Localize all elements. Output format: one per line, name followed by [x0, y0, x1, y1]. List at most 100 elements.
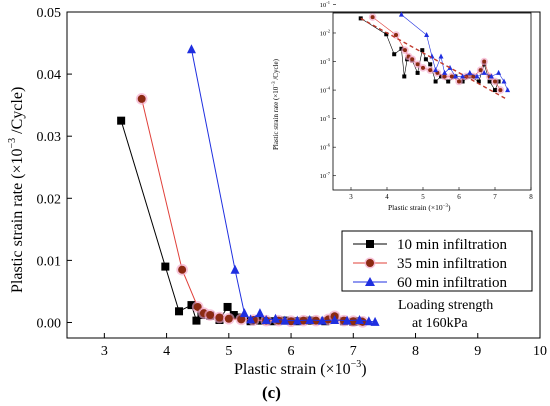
data-point-60min: [442, 69, 448, 75]
data-point-10min: [384, 32, 389, 37]
inset-series-layer: [358, 11, 511, 100]
y-tick-label: 0.01: [37, 254, 62, 269]
inset-x-tick-label: 7: [493, 193, 497, 201]
data-point-35min: [206, 311, 215, 320]
data-point-60min: [186, 44, 196, 54]
data-point-60min: [230, 264, 240, 274]
data-point-60min: [433, 67, 439, 73]
data-point-10min: [117, 116, 126, 125]
data-point-35min: [137, 94, 146, 103]
data-point-10min: [402, 74, 407, 79]
plot-frame: [66, 11, 541, 339]
data-point-60min: [398, 11, 404, 17]
data-point-10min: [392, 52, 397, 57]
x-axis-title: Plastic strain (×10−3): [234, 359, 367, 378]
data-point-60min: [424, 31, 430, 37]
legend-label-10min: 10 min infiltration: [397, 237, 507, 253]
data-point-10min: [487, 79, 492, 84]
data-point-35min: [410, 57, 415, 62]
data-point-35min: [287, 317, 296, 326]
legend-marker-60min: [365, 277, 375, 286]
inset-y-tick-label: 10-1: [320, 0, 330, 9]
inset-y-tick-label: 10-5: [320, 114, 331, 123]
y-axis-ticks: 0.00 0.01 0.02 0.03 0.04 0.05: [37, 6, 72, 331]
data-point-10min: [433, 79, 438, 84]
x-tick-label: 9: [474, 344, 481, 359]
data-point-10min: [446, 79, 451, 84]
data-point-60min: [261, 314, 271, 324]
x-axis-ticks: 3 4 5 6 7 8 9 10: [101, 333, 547, 359]
data-point-10min: [493, 88, 497, 93]
inset-series-line: [401, 14, 508, 91]
series-line: [141, 98, 363, 323]
figure-caption: (c): [262, 383, 281, 402]
data-point-60min: [488, 73, 494, 79]
data-point-60min: [438, 53, 444, 59]
inset-y-tick-label: 10-7: [320, 171, 331, 180]
data-point-10min: [223, 302, 232, 311]
data-point-10min: [423, 57, 428, 62]
data-point-35min: [449, 74, 454, 79]
loading-annotation-line2: at 160kPa: [412, 316, 468, 331]
x-tick-label: 10: [533, 344, 547, 359]
loading-annotation-line1: Loading strength: [398, 298, 493, 313]
inset-y-tick-label: 10-3: [320, 57, 331, 66]
inset-y-axis-title: Plastic strain rate (×10−3 /Cycle): [272, 58, 280, 150]
data-point-60min: [355, 314, 365, 324]
data-point-35min: [349, 317, 358, 326]
legend-marker-10min: [366, 240, 374, 248]
data-point-35min: [215, 313, 224, 322]
y-tick-label: 0.04: [37, 68, 62, 83]
data-point-60min: [342, 315, 352, 325]
data-point-35min: [403, 48, 407, 53]
data-point-35min: [370, 15, 375, 20]
data-point-35min: [193, 302, 202, 311]
inset-x-tick-label: 4: [385, 193, 389, 201]
data-point-35min: [394, 32, 398, 37]
data-point-10min: [175, 307, 184, 316]
data-point-35min: [237, 315, 246, 324]
data-point-60min: [280, 315, 290, 325]
data-point-60min: [255, 308, 265, 318]
data-point-35min: [428, 68, 433, 73]
data-point-35min: [493, 79, 497, 84]
data-point-60min: [292, 315, 302, 325]
inset-x-axis-title: Plastic strain (×10−3): [388, 203, 451, 212]
y-axis-title: Plastic strain rate (×10−3 /Cycle): [7, 87, 26, 293]
y-tick-label: 0.02: [37, 192, 62, 207]
data-point-10min: [415, 70, 420, 75]
x-tick-label: 3: [101, 344, 108, 359]
data-point-10min: [428, 62, 433, 67]
data-point-35min: [415, 62, 420, 67]
data-point-35min: [457, 79, 461, 84]
data-point-35min: [421, 65, 425, 70]
x-tick-label: 6: [288, 344, 295, 359]
y-tick-label: 0.03: [37, 130, 62, 145]
data-point-60min: [305, 314, 315, 324]
inset-frame: [332, 12, 532, 191]
y-tick-label: 0.00: [37, 316, 62, 331]
inset-x-tick-label: 6: [457, 193, 461, 201]
data-point-60min: [364, 316, 374, 326]
data-point-60min: [474, 73, 480, 79]
data-point-60min: [239, 308, 249, 318]
legend-label-60min: 60 min infiltration: [397, 275, 507, 291]
x-tick-label: 5: [225, 344, 232, 359]
data-point-60min: [330, 314, 340, 324]
data-point-60min: [370, 316, 380, 326]
data-point-10min: [229, 311, 238, 320]
data-point-10min: [420, 48, 425, 53]
inset-series-60min: [398, 11, 511, 93]
data-point-10min: [161, 262, 170, 271]
inset-y-axis-ticks: 10-7 10-6 10-5 10-4 10-3 10-2 10-1: [320, 0, 336, 180]
legend-item-60min: 60 min infiltration: [353, 275, 507, 291]
legend: 10 min infiltration 35 min infiltration …: [341, 230, 533, 292]
legend-label-35min: 35 min infiltration: [397, 256, 507, 272]
data-point-10min: [399, 46, 404, 51]
inset-y-tick-label: 10-4: [320, 86, 331, 95]
inset-x-tick-label: 5: [421, 193, 425, 201]
x-tick-label: 8: [412, 344, 419, 359]
data-point-10min: [192, 316, 201, 325]
data-point-35min: [224, 314, 233, 323]
legend-marker-35min-core: [366, 259, 374, 267]
